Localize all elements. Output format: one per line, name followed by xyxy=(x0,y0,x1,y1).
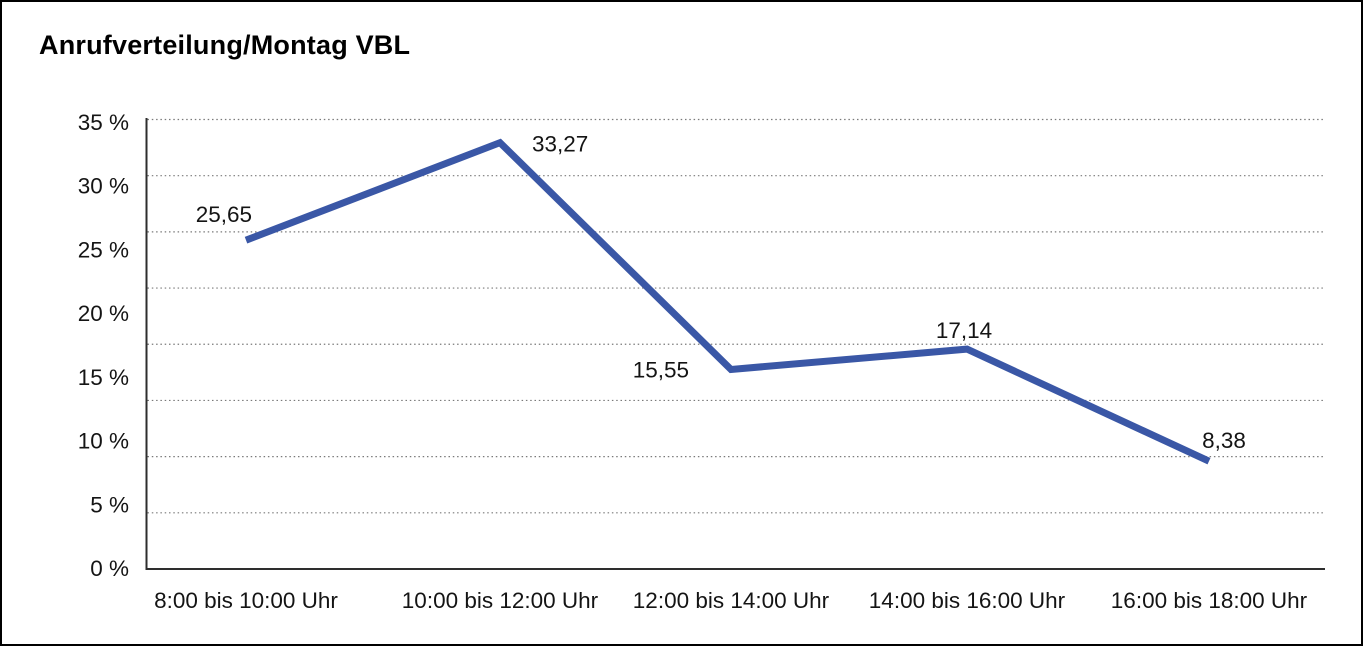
x-axis-category-label: 10:00 bis 12:00 Uhr xyxy=(402,588,599,613)
y-axis-tick-label: 35 % xyxy=(78,110,129,135)
y-axis-tick-label: 0 % xyxy=(90,556,129,581)
y-axis-tick-label: 5 % xyxy=(90,492,129,517)
data-point-label: 25,65 xyxy=(196,202,252,227)
y-axis-tick-label: 25 % xyxy=(78,237,129,262)
data-point-label: 17,14 xyxy=(936,318,992,343)
chart-title: Anrufverteilung/Montag VBL xyxy=(39,30,411,60)
x-axis-category-label: 14:00 bis 16:00 Uhr xyxy=(869,588,1066,613)
y-axis-tick-label: 20 % xyxy=(78,301,129,326)
data-point-label: 15,55 xyxy=(633,357,689,382)
y-axis-tick-label: 30 % xyxy=(78,174,129,199)
x-axis-category-label: 12:00 bis 14:00 Uhr xyxy=(633,588,830,613)
x-axis-category-label: 16:00 bis 18:00 Uhr xyxy=(1111,588,1308,613)
y-axis-tick-label: 10 % xyxy=(78,429,129,454)
data-point-label: 8,38 xyxy=(1202,428,1246,453)
x-axis-category-label: 8:00 bis 10:00 Uhr xyxy=(154,588,338,613)
axis-line xyxy=(145,118,1325,570)
data-series-line xyxy=(244,138,1211,465)
y-axis-tick-label: 15 % xyxy=(78,365,129,390)
data-point-label: 33,27 xyxy=(532,132,588,157)
